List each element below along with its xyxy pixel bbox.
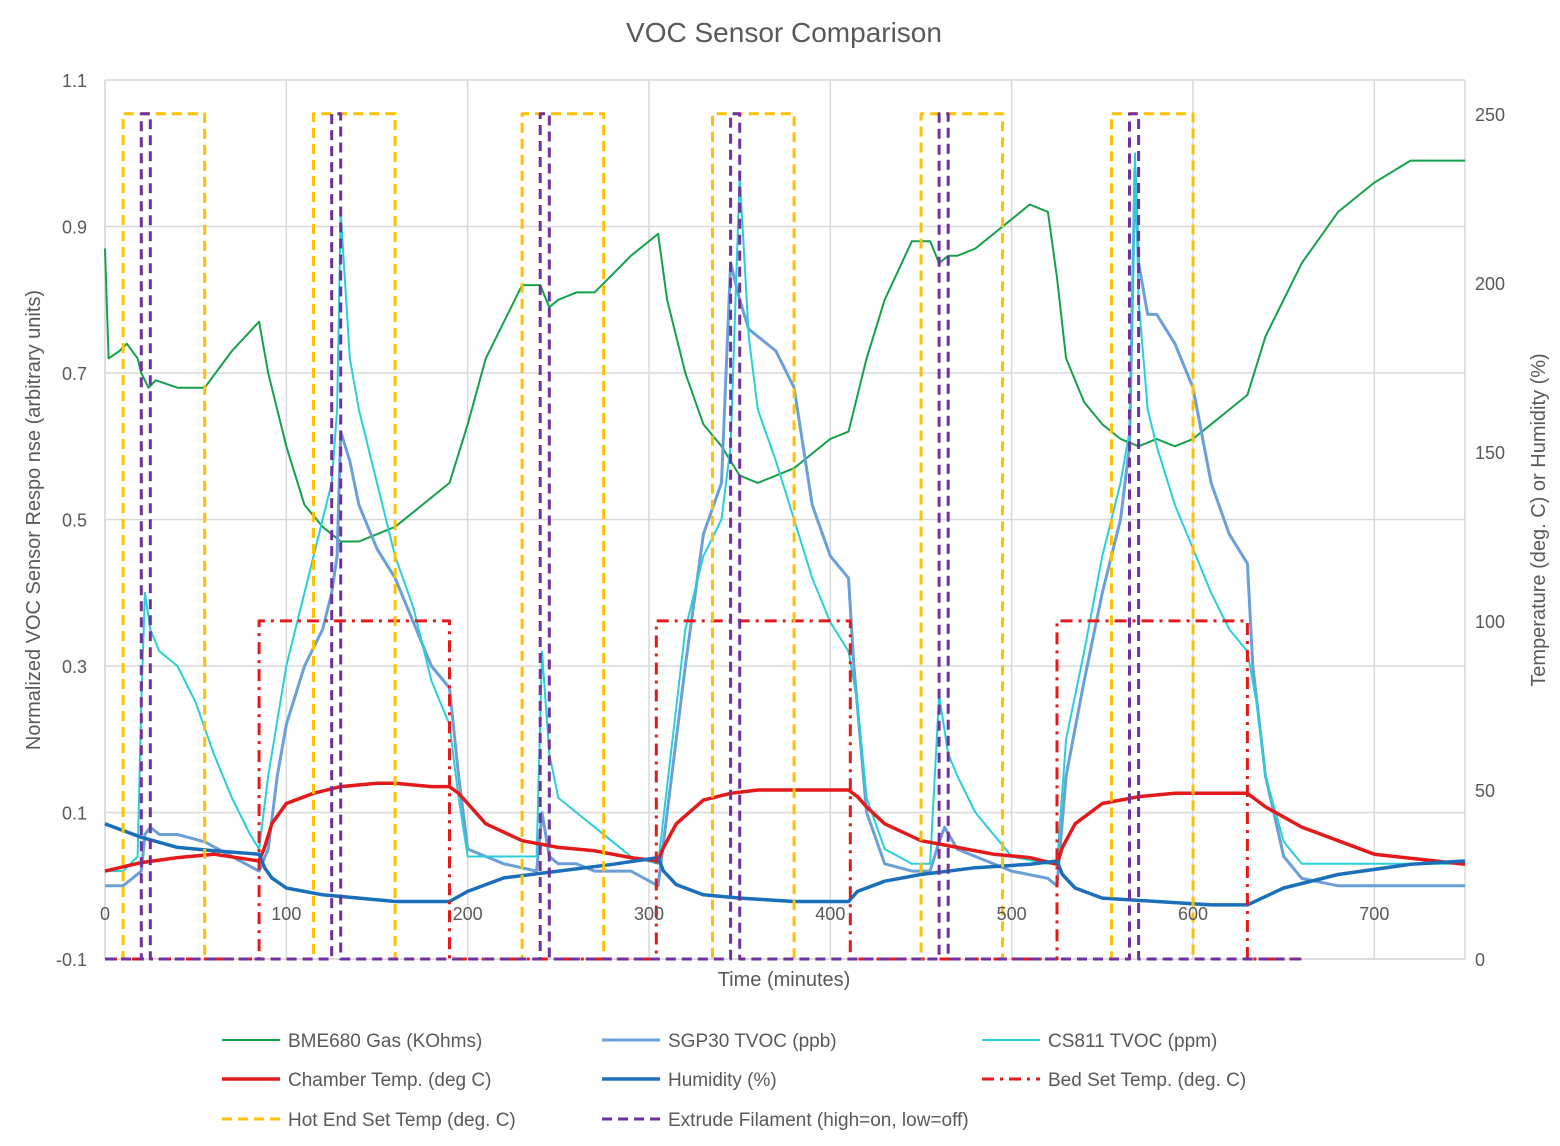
legend-item: CS811 TVOC (ppm) bbox=[982, 1031, 1217, 1052]
series-line-chamber-temp-deg-c bbox=[104, 781, 1466, 873]
x-tick-label: 200 bbox=[453, 904, 483, 924]
legend-label: BME680 Gas (KOhms) bbox=[288, 1031, 482, 1052]
grid bbox=[104, 79, 1465, 960]
y2-axis-label: Temperature (deg. C) or Humidity (%) bbox=[1528, 353, 1550, 686]
legend-item: BME680 Gas (KOhms) bbox=[222, 1031, 482, 1052]
legend-item: Bed Set Temp. (deg. C) bbox=[982, 1070, 1246, 1091]
y-axis-label: Normalized VOC Sensor Respo nse (arbitra… bbox=[23, 290, 45, 750]
legend-item: Hot End Set Temp (deg. C) bbox=[222, 1110, 516, 1131]
y2-tick-label: 0 bbox=[1475, 950, 1485, 970]
series-line-bed-set-temp-deg-c bbox=[105, 619, 1302, 961]
x-tick-label: 0 bbox=[100, 904, 110, 924]
y-tick-label: 0.3 bbox=[62, 657, 87, 677]
series-line-extrude-filament-high-on-low-off bbox=[105, 112, 1302, 961]
legend-label: Chamber Temp. (deg C) bbox=[288, 1070, 491, 1091]
legend-item: SGP30 TVOC (ppb) bbox=[602, 1031, 837, 1052]
x-axis-label: Time (minutes) bbox=[718, 969, 851, 991]
y-tick-label: 0.5 bbox=[62, 511, 87, 531]
chart-title: VOC Sensor Comparison bbox=[626, 17, 942, 48]
legend: BME680 Gas (KOhms) SGP30 TVOC (ppb) CS811 … bbox=[222, 1031, 1246, 1131]
y-tick-label: 0.9 bbox=[62, 218, 87, 238]
legend-label: CS811 TVOC (ppm) bbox=[1048, 1031, 1217, 1052]
y2-tick-label: 250 bbox=[1475, 105, 1505, 125]
legend-label: Extrude Filament (high=on, low=off) bbox=[668, 1110, 969, 1131]
series-line-sgp30-tvoc-ppb bbox=[105, 166, 1465, 888]
y2-tick-label: 50 bbox=[1475, 781, 1495, 801]
x-tick-label: 700 bbox=[1359, 904, 1389, 924]
x-tick-label: 600 bbox=[1178, 904, 1208, 924]
series-layer bbox=[104, 112, 1466, 961]
legend-item: Humidity (%) bbox=[602, 1070, 777, 1091]
series-line-bme680-gas-kohms bbox=[104, 159, 1465, 543]
x-tick-label: 100 bbox=[271, 904, 301, 924]
legend-item: Extrude Filament (high=on, low=off) bbox=[602, 1110, 969, 1131]
legend-item: Chamber Temp. (deg C) bbox=[222, 1070, 491, 1091]
legend-label: Humidity (%) bbox=[668, 1070, 777, 1091]
series-line-cs811-tvoc-ppm bbox=[105, 152, 1465, 873]
x-tick-label: 300 bbox=[634, 904, 664, 924]
y-tick-label: -0.1 bbox=[56, 950, 87, 970]
x-tick-label: 400 bbox=[815, 904, 845, 924]
y2-tick-label: 200 bbox=[1475, 274, 1505, 294]
y-tick-label: 0.1 bbox=[62, 804, 87, 824]
y-tick-label: 0.7 bbox=[62, 364, 87, 384]
series-line-humidity bbox=[104, 822, 1466, 907]
y2-tick-label: 150 bbox=[1475, 443, 1505, 463]
legend-label: Hot End Set Temp (deg. C) bbox=[288, 1110, 516, 1131]
legend-label: Bed Set Temp. (deg. C) bbox=[1048, 1070, 1246, 1091]
ticks: -0.1 0.1 0.3 0.5 0.7 0.9 1.1 0 50 100 150 200 250 0 10… bbox=[56, 71, 1505, 970]
x-tick-label: 500 bbox=[997, 904, 1027, 924]
y2-tick-label: 100 bbox=[1475, 612, 1505, 632]
legend-label: SGP30 TVOC (ppb) bbox=[668, 1031, 837, 1052]
y-tick-label: 1.1 bbox=[62, 71, 87, 91]
